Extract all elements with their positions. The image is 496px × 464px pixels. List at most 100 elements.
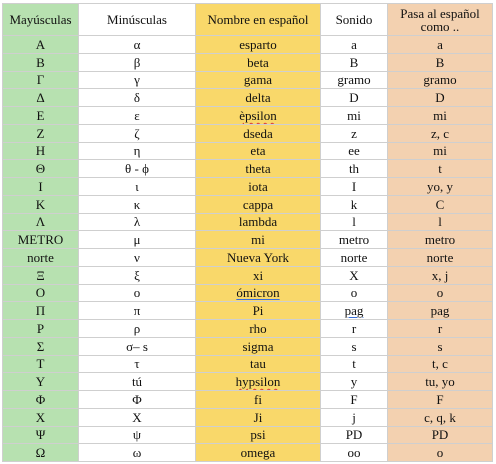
cell-minuscula: ο [78,283,196,303]
cell-sonido-text: z [351,125,357,141]
cell-nombre: èpsilon [195,106,321,125]
cell-nombre: gama [195,70,321,90]
cell-sonido-text: s [351,338,357,354]
cell-minuscula: Φ [78,390,196,409]
cell-nombre-text: dseda [243,125,273,141]
cell-pasa-text: yo, y [427,178,453,194]
cell-pasa-text: t [438,161,442,177]
cell-pasa: o [387,443,493,462]
cell-mayuscula-text: Α [35,36,46,52]
cell-nombre: cappa [195,194,321,214]
cell-nombre-text: xi [252,267,264,283]
cell-mayuscula-text: METRO [17,232,64,248]
table-row: norte ν Nueva York norte norte [2,248,493,267]
cell-minuscula-text: η [133,143,141,159]
cell-nombre-text: ómicron [236,285,280,301]
greek-alphabet-table: Mayúsculas Minúsculas Nombre en español … [2,3,493,462]
cell-pasa: o [387,283,493,303]
cell-pasa: gramo [387,70,493,90]
cell-pasa: B [387,52,493,72]
cell-nombre-text: cappa [242,196,274,212]
cell-minuscula-text: ι [135,178,139,194]
cell-pasa-text: pag [430,303,450,319]
cell-pasa-text: C [435,196,445,212]
cell-pasa-text: PD [431,427,449,443]
cell-nombre: eta [195,141,321,161]
cell-mayuscula: Ξ [2,265,79,285]
cell-nombre-text: rho [249,320,267,336]
cell-mayuscula: Η [2,141,79,161]
cell-nombre: Pi [195,301,321,320]
cell-sonido: z [320,123,388,143]
header-pasa: Pasa al español como .. [387,3,493,36]
cell-minuscula-text: κ [133,196,141,212]
cell-sonido: pag [320,301,388,320]
cell-mayuscula: Σ [2,336,79,356]
cell-sonido: norte [320,248,388,267]
cell-minuscula-text: ω [132,445,142,461]
cell-minuscula: ρ [78,319,196,338]
cell-minuscula: tú [78,372,196,391]
cell-minuscula-text: δ [133,90,141,106]
cell-mayuscula-text: Δ [36,90,45,106]
cell-nombre-text: psi [250,427,266,443]
cell-pasa-text: z, c [430,125,450,141]
cell-nombre-text: delta [245,90,271,106]
cell-pasa-text: c, q, k [424,409,456,425]
cell-minuscula: α [78,35,196,54]
cell-minuscula-text: Χ [132,409,142,425]
cell-sonido-text: I [351,178,357,194]
cell-sonido: gramo [320,70,388,90]
cell-mayuscula-text: Υ [35,374,46,390]
cell-nombre-text: mi [251,232,265,248]
cell-minuscula: ξ [78,265,196,285]
cell-sonido: PD [320,425,388,445]
cell-sonido: y [320,372,388,391]
cell-pasa: t [387,159,493,178]
cell-minuscula: γ [78,70,196,90]
cell-mayuscula: Λ [2,212,79,232]
cell-minuscula: δ [78,88,196,107]
cell-minuscula-text: Φ [132,391,142,407]
cell-minuscula: ν [78,248,196,267]
cell-sonido-text: y [350,374,358,390]
cell-mayuscula-text: Θ [35,161,46,177]
cell-pasa-text: mi [433,143,447,159]
cell-mayuscula-text: Γ [36,72,45,88]
cell-sonido: B [320,52,388,72]
cell-nombre: iota [195,177,321,196]
cell-nombre: psi [195,425,321,445]
cell-sonido: I [320,177,388,196]
cell-pasa-text: D [435,90,445,106]
cell-nombre: ómicron [195,283,321,303]
cell-mayuscula-text: Ξ [36,267,45,283]
cell-nombre-text: tau [250,356,266,372]
table-row: Χ Χ Ji j c, q, k [2,407,493,427]
cell-mayuscula: Π [2,301,79,320]
cell-minuscula-text: ε [134,107,140,123]
cell-minuscula: κ [78,194,196,214]
cell-mayuscula-text: Ρ [36,320,45,336]
cell-minuscula-text: ψ [132,427,142,443]
cell-mayuscula-text: Χ [35,409,46,425]
cell-mayuscula: Ψ [2,425,79,445]
cell-minuscula: ε [78,106,196,125]
cell-nombre-text: èpsilon [239,107,277,123]
cell-minuscula-text: τ [134,356,140,372]
cell-sonido: j [320,407,388,427]
cell-nombre: sigma [195,336,321,356]
cell-mayuscula: Χ [2,407,79,427]
cell-sonido-text: j [352,409,356,425]
cell-pasa: t, c [387,354,493,374]
cell-pasa-text: tu, yo [425,374,455,390]
cell-mayuscula-text: Ζ [36,125,45,141]
cell-pasa-text: o [436,445,444,461]
cell-pasa-text: t, c [432,356,448,372]
cell-nombre-text: beta [247,54,269,70]
